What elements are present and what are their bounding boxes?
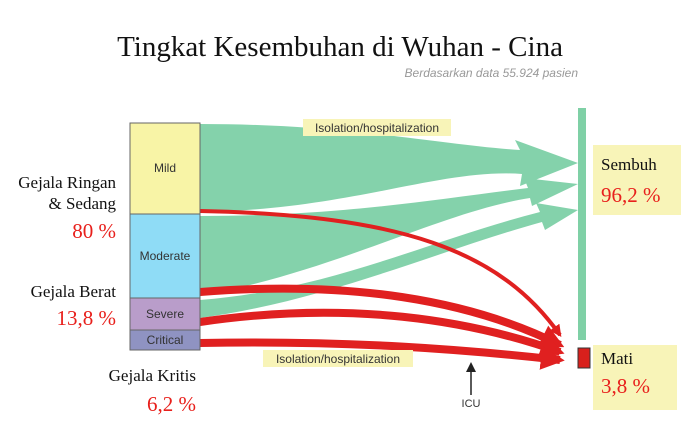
flow-severe2-death bbox=[199, 308, 565, 357]
flow-label-box bbox=[303, 119, 451, 136]
outcome-percent: 96,2 % bbox=[601, 183, 661, 207]
group-percent: 6,2 % bbox=[147, 392, 196, 416]
icu-arrowhead bbox=[466, 362, 476, 372]
icu-label: ICU bbox=[462, 398, 481, 410]
red-flows bbox=[199, 209, 565, 370]
outcome-label: Sembuh bbox=[601, 155, 657, 174]
stack-severe bbox=[129, 297, 201, 331]
flow-label-box bbox=[263, 350, 413, 367]
title: Tingkat Kesembuhan di Wuhan - Cina bbox=[117, 31, 563, 63]
outcome-label: Mati bbox=[601, 349, 633, 368]
stack-label: Severe bbox=[146, 307, 184, 321]
outcome-box bbox=[593, 145, 681, 215]
outcome-box bbox=[593, 345, 677, 410]
flow-label: Isolation/hospitalization bbox=[315, 121, 439, 135]
group-label: & Sedang bbox=[48, 194, 116, 213]
flow-moderate bbox=[200, 178, 578, 296]
flow-severe-death bbox=[199, 284, 565, 349]
stack-label: Moderate bbox=[140, 249, 191, 263]
group-label: Gejala Ringan bbox=[18, 173, 116, 192]
outcome-percent: 3,8 % bbox=[601, 374, 650, 398]
stack-label: Mild bbox=[154, 161, 176, 175]
flow-critical-death bbox=[199, 338, 565, 370]
flow-label: Isolation/hospitalization bbox=[276, 352, 400, 366]
group-label: Gejala Berat bbox=[31, 282, 117, 301]
stack-moderate bbox=[129, 213, 201, 299]
flow-mild bbox=[200, 124, 578, 212]
group-label: Gejala Kritis bbox=[109, 366, 196, 385]
death-bar bbox=[577, 347, 591, 369]
subtitle: Berdasarkan data 55.924 pasien bbox=[405, 66, 579, 80]
flow-moderate-death bbox=[199, 209, 562, 337]
group-percent: 80 % bbox=[72, 219, 116, 243]
recovered-bar bbox=[578, 108, 586, 340]
stack-label: Critical bbox=[147, 333, 184, 347]
stack-critical bbox=[129, 329, 201, 351]
group-percent: 13,8 % bbox=[57, 306, 117, 330]
